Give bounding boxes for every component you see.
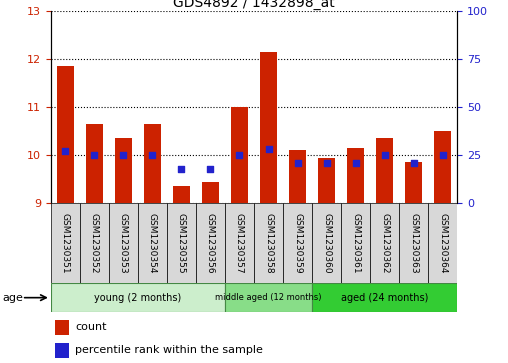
Text: GSM1230363: GSM1230363 [409, 213, 418, 274]
Bar [55, 343, 69, 358]
Text: GSM1230358: GSM1230358 [264, 213, 273, 274]
Bar [144, 124, 161, 203]
Bar [283, 203, 312, 283]
Bar [196, 203, 225, 283]
Bar [51, 203, 80, 283]
Title: GDS4892 / 1432898_at: GDS4892 / 1432898_at [173, 0, 335, 10]
Bar [138, 203, 167, 283]
Text: aged (24 months): aged (24 months) [341, 293, 428, 303]
Text: GSM1230360: GSM1230360 [322, 213, 331, 274]
Text: middle aged (12 months): middle aged (12 months) [215, 293, 322, 302]
Bar [167, 203, 196, 283]
Bar [312, 283, 457, 312]
Bar [405, 162, 422, 203]
Text: GSM1230353: GSM1230353 [119, 213, 128, 274]
Point [409, 160, 418, 166]
Text: GSM1230359: GSM1230359 [293, 213, 302, 274]
Bar [260, 52, 277, 203]
Bar [347, 148, 364, 203]
Text: GSM1230351: GSM1230351 [61, 213, 70, 274]
Point [438, 152, 447, 158]
Text: age: age [3, 293, 23, 303]
Point [148, 152, 156, 158]
Bar [86, 124, 103, 203]
Bar [80, 203, 109, 283]
Point [265, 147, 273, 152]
Text: GSM1230364: GSM1230364 [438, 213, 447, 273]
Bar [173, 187, 190, 203]
Bar [109, 203, 138, 283]
Bar [428, 203, 457, 283]
Text: GSM1230356: GSM1230356 [206, 213, 215, 274]
Bar [341, 203, 370, 283]
Text: GSM1230357: GSM1230357 [235, 213, 244, 274]
Bar [312, 203, 341, 283]
Text: young (2 months): young (2 months) [94, 293, 181, 303]
Point [323, 160, 331, 166]
Text: GSM1230362: GSM1230362 [380, 213, 389, 273]
Bar [289, 150, 306, 203]
Bar [254, 203, 283, 283]
Text: GSM1230354: GSM1230354 [148, 213, 157, 273]
Text: GSM1230355: GSM1230355 [177, 213, 186, 274]
Bar [202, 182, 219, 203]
Bar [56, 66, 74, 203]
Point [177, 166, 185, 172]
Bar [115, 138, 132, 203]
Text: GSM1230361: GSM1230361 [351, 213, 360, 274]
Bar [51, 283, 225, 312]
Text: percentile rank within the sample: percentile rank within the sample [75, 345, 263, 355]
Bar [434, 131, 452, 203]
Point [61, 148, 70, 154]
Point [235, 152, 243, 158]
Bar [370, 203, 399, 283]
Point [294, 160, 302, 166]
Text: GSM1230352: GSM1230352 [90, 213, 99, 273]
Bar [225, 283, 312, 312]
Bar [399, 203, 428, 283]
Point [119, 152, 128, 158]
Bar [318, 158, 335, 203]
Point [352, 160, 360, 166]
Bar [231, 107, 248, 203]
Bar [225, 203, 254, 283]
Point [380, 152, 389, 158]
Bar [55, 320, 69, 335]
Text: count: count [75, 322, 107, 333]
Bar [376, 138, 393, 203]
Point [90, 152, 99, 158]
Point [206, 166, 214, 172]
